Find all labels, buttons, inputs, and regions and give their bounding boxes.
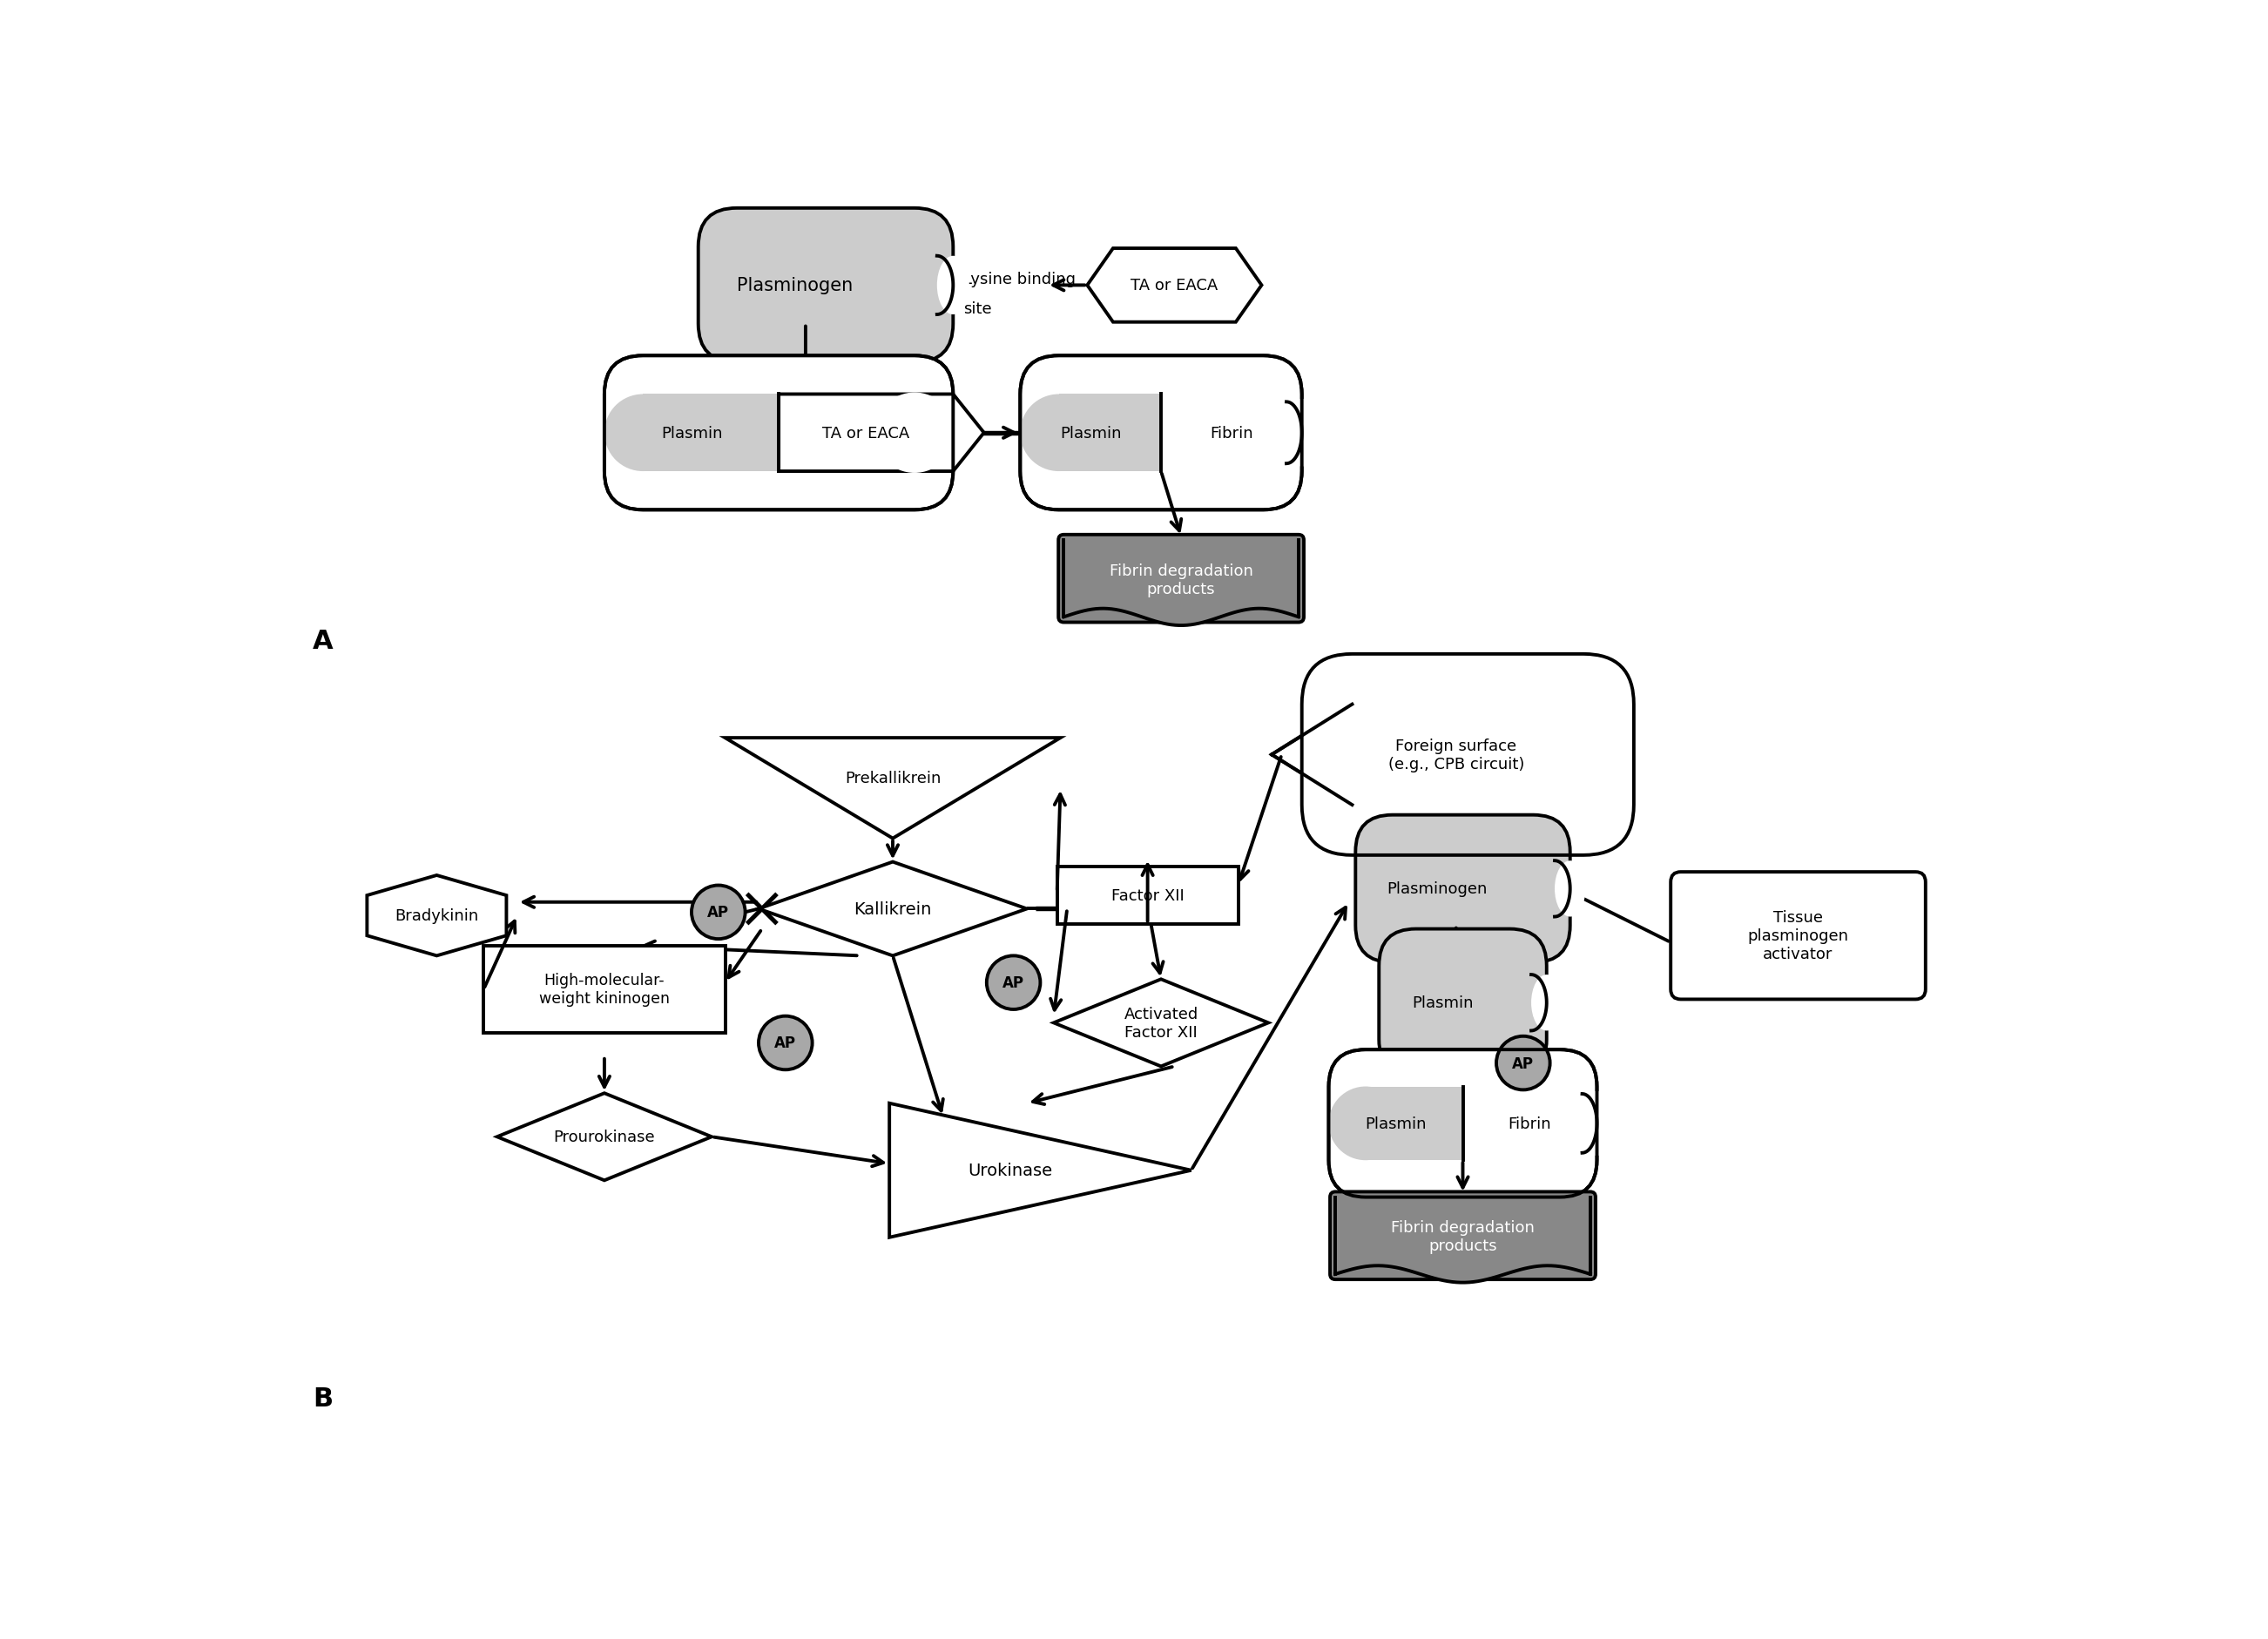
Polygon shape [726,738,1061,839]
FancyBboxPatch shape [483,946,726,1033]
Text: AP: AP [708,905,730,921]
Ellipse shape [1021,395,1098,472]
FancyBboxPatch shape [1329,1192,1597,1280]
Text: AP: AP [1002,975,1025,990]
Polygon shape [642,395,778,472]
FancyBboxPatch shape [1059,536,1304,623]
Text: Foreign surface
(e.g., CPB circuit): Foreign surface (e.g., CPB circuit) [1388,738,1524,772]
Text: Kallikrein: Kallikrein [853,901,932,918]
Polygon shape [758,862,1027,956]
Polygon shape [889,1103,1191,1237]
Text: Urokinase: Urokinase [968,1162,1052,1178]
FancyBboxPatch shape [1057,867,1238,924]
Text: Plasminogen: Plasminogen [737,277,853,295]
Polygon shape [497,1093,712,1180]
Text: Activated
Factor XII: Activated Factor XII [1125,1006,1198,1041]
Ellipse shape [937,257,968,315]
Text: Fibrin degradation
products: Fibrin degradation products [1109,564,1252,597]
Ellipse shape [873,393,955,474]
Text: Fibrin: Fibrin [1209,426,1252,441]
Text: A: A [313,628,333,654]
FancyBboxPatch shape [699,208,953,362]
Text: High-molecular-
weight kininogen: High-molecular- weight kininogen [540,972,669,1006]
FancyBboxPatch shape [1379,929,1547,1077]
Text: site: site [964,302,991,316]
Text: Plasmin: Plasmin [1413,995,1474,1011]
Polygon shape [1086,249,1261,323]
Ellipse shape [1329,1087,1402,1160]
FancyBboxPatch shape [1672,872,1926,1000]
Text: Factor XII: Factor XII [1111,888,1184,903]
FancyBboxPatch shape [1021,356,1302,510]
Text: Prourokinase: Prourokinase [553,1129,655,1144]
Text: Fibrin degradation
products: Fibrin degradation products [1390,1219,1535,1254]
FancyBboxPatch shape [1329,1051,1597,1198]
Text: AP: AP [776,1036,796,1051]
Ellipse shape [1531,975,1563,1031]
Ellipse shape [1583,1092,1613,1155]
Circle shape [692,885,746,939]
Circle shape [1497,1036,1549,1090]
Text: B: B [313,1385,333,1411]
Text: Plasmin: Plasmin [1365,1116,1427,1131]
Text: TA or EACA: TA or EACA [1132,279,1218,293]
Text: Plasmin: Plasmin [660,426,721,441]
FancyBboxPatch shape [603,356,953,510]
Circle shape [987,956,1041,1010]
Polygon shape [367,875,506,956]
Circle shape [758,1016,812,1070]
Ellipse shape [603,395,680,472]
Text: Plasmin: Plasmin [1059,426,1120,441]
Ellipse shape [1286,400,1318,467]
Text: Bradykinin: Bradykinin [395,908,479,924]
Text: Lysine binding: Lysine binding [964,272,1075,287]
Polygon shape [1055,980,1268,1067]
Text: Tissue
plasminogen
activator: Tissue plasminogen activator [1749,910,1848,962]
Text: Prekallikrein: Prekallikrein [844,770,941,787]
Polygon shape [1272,705,1533,805]
Polygon shape [1365,1087,1463,1160]
FancyBboxPatch shape [1302,654,1633,856]
Ellipse shape [1554,860,1585,918]
Text: AP: AP [1513,1056,1533,1072]
Polygon shape [778,395,984,472]
Polygon shape [1059,395,1161,472]
FancyBboxPatch shape [1356,815,1569,962]
Text: TA or EACA: TA or EACA [823,426,909,441]
Text: Plasminogen: Plasminogen [1386,882,1488,897]
Text: Fibrin: Fibrin [1508,1116,1551,1131]
